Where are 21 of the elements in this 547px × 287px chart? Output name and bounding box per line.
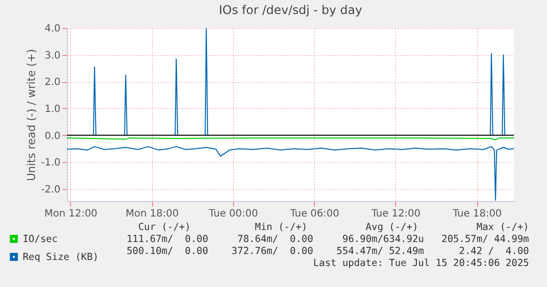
y-tick-label: 3.0 [44,50,60,62]
text: Cur (-/+) Min (-/+) Avg (-/+) Max (-/+) [138,222,529,233]
chart-title: IOs for /dev/sdj - by day [218,3,362,17]
y-tick-label: 4.0 [44,24,60,34]
legend-label: IO/sec [22,234,58,245]
x-tick-label: Mon 18:00 [126,208,179,220]
legend-label: Req Size (KB) [22,252,99,263]
y-tick-label: -2.0 [40,184,60,196]
y-axis-title: Units read (-) / write (+) [24,48,38,182]
text: 111.67m/ 0.00 78.64m/ 0.00 96.90m/634.92u 205.57m/ 44.99m [126,234,529,245]
text: Last update: Tue Jul 15 20:45:06 2025 [313,258,529,269]
text: 500.10m/ 0.00 372.76m/ 0.00 554.47m/ 52.49m 2.42 / 4.00 [126,246,529,257]
y-tick-label: 2.0 [44,77,60,88]
x-tick-label: Mon 12:00 [44,208,98,220]
x-tick-label: Tue 12:00 [370,208,421,220]
x-tick-label: Tue 18:00 [452,208,502,220]
x-tick-label: Tue 06:00 [289,208,340,220]
y-tick-label: 0.0 [44,130,60,142]
x-tick-label: Tue 00:00 [208,208,258,220]
y-tick-label: -1.0 [40,158,60,169]
y-tick-label: 1.0 [44,104,60,115]
